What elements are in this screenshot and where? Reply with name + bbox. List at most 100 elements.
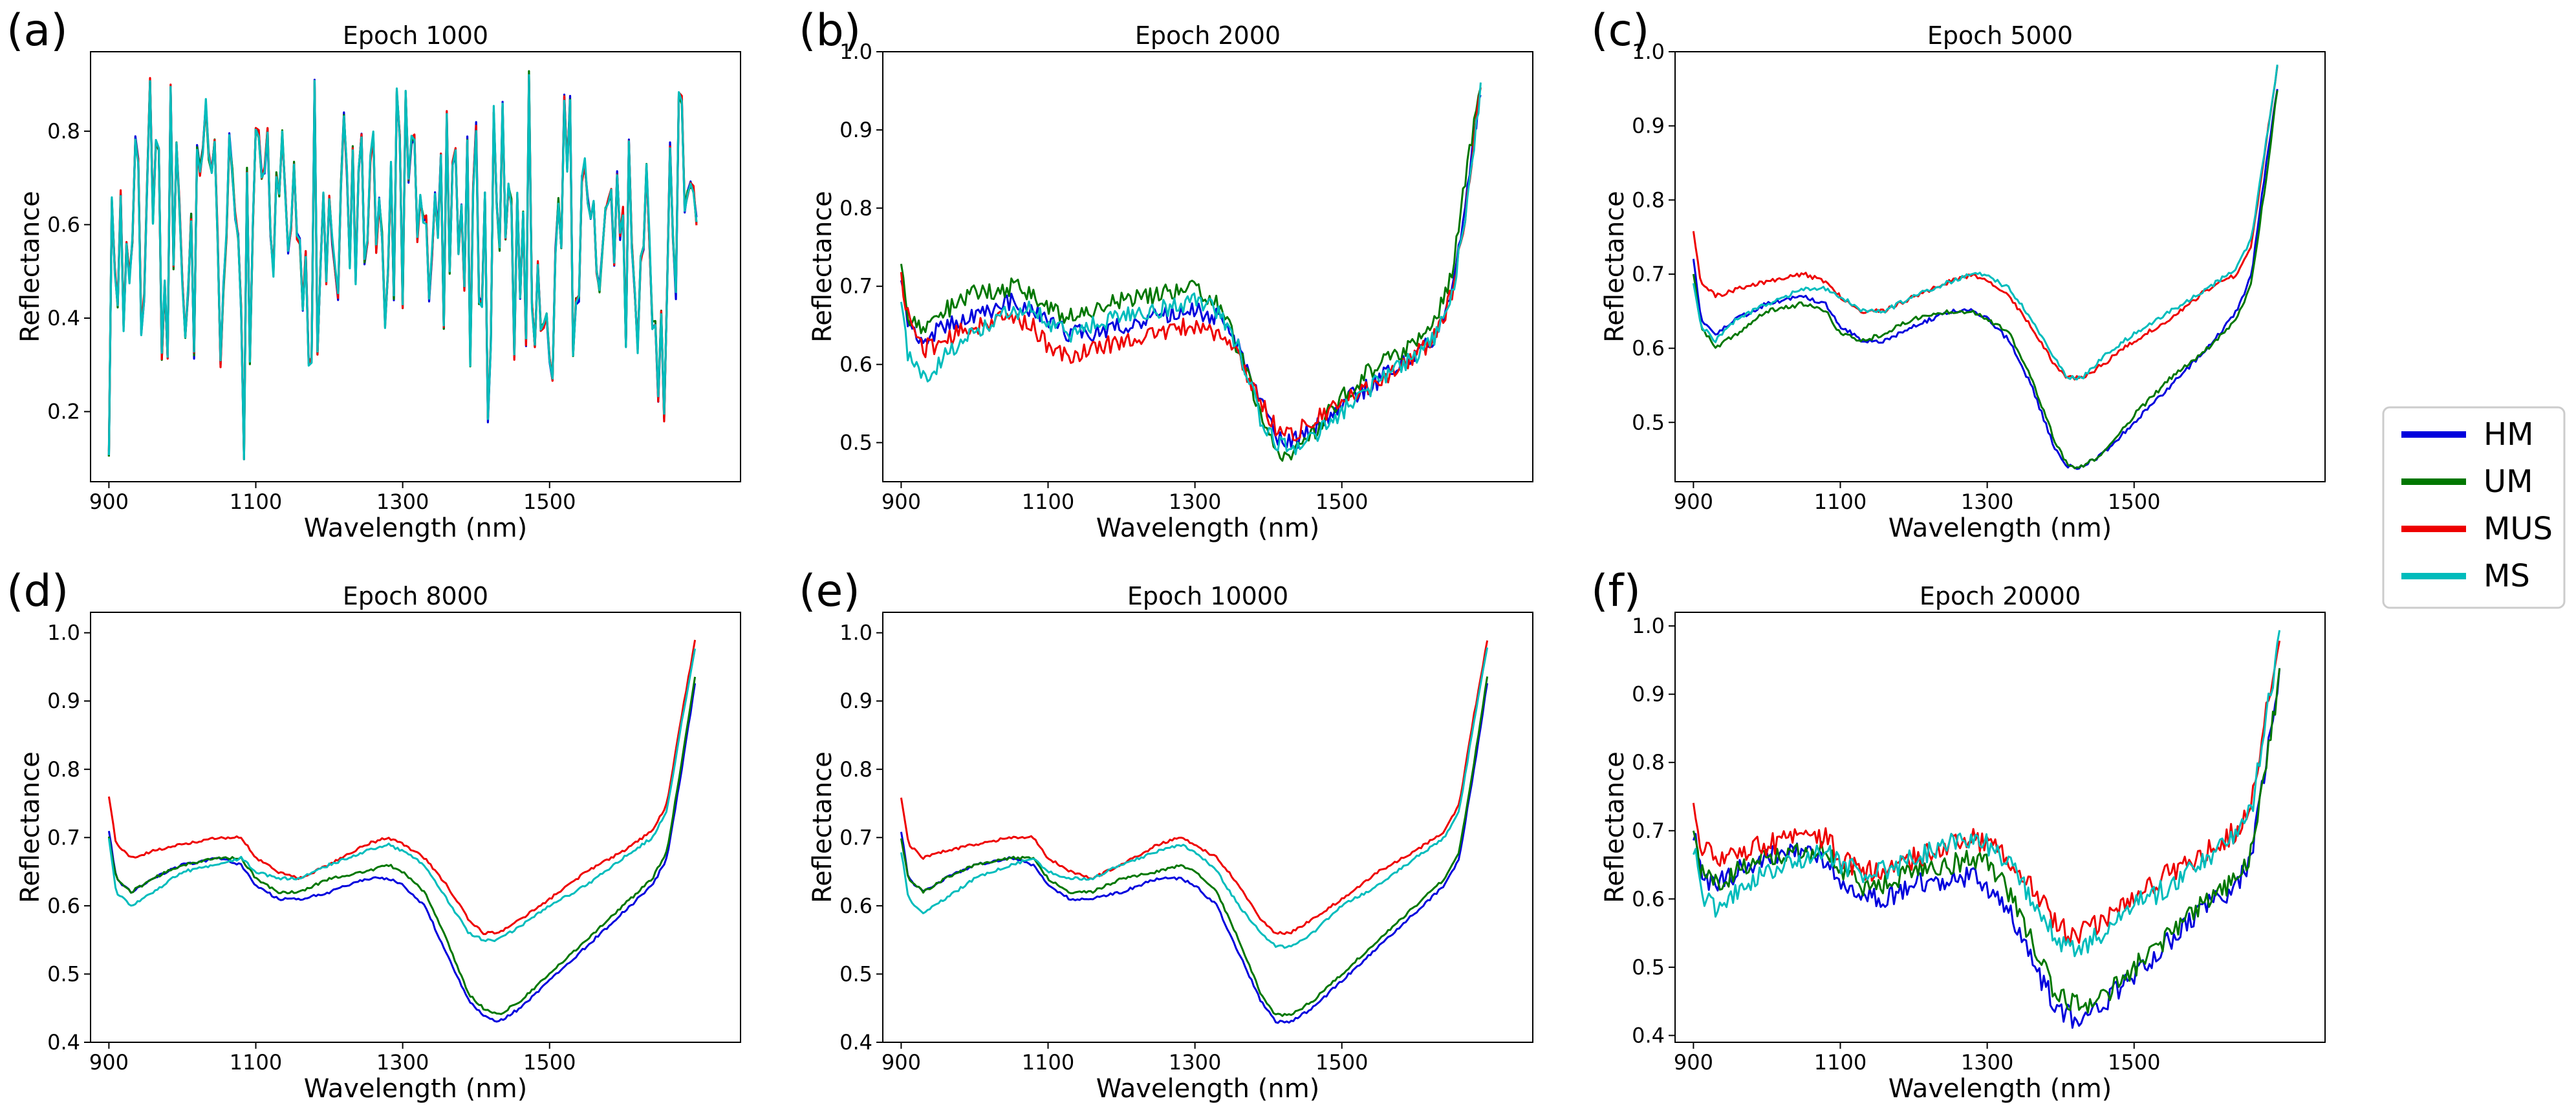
y-tick-label: 1.0 <box>839 621 872 645</box>
series-group <box>1692 64 2278 470</box>
axes-frame <box>1674 612 2326 1043</box>
series-group <box>107 639 697 1023</box>
series-line-hm <box>1692 668 2281 1029</box>
x-tick-label: 1100 <box>1022 1050 1074 1075</box>
series-line-mus <box>900 87 1482 442</box>
y-tick-label: 0.8 <box>839 196 872 220</box>
x-axis-label: Wavelength (nm) <box>304 1074 528 1104</box>
series-group <box>1692 630 2281 1029</box>
panel-e: (e) Epoch 10000 900 1100 1300 1500 0.4 0.5 0.6 0.… <box>799 566 1533 1104</box>
y-tick-label: 0.8 <box>47 119 80 144</box>
y-tick-label: 0.4 <box>47 306 80 330</box>
y-axis-label: Reflectance <box>1600 191 1630 343</box>
panel-d: (d) Epoch 8000 900 1100 1300 1500 0.4 0.5 0.6 0.7… <box>6 566 741 1104</box>
x-tick-label: 1300 <box>376 1050 429 1075</box>
axes-frame <box>90 51 741 482</box>
chart-title: Epoch 10000 <box>1127 582 1288 610</box>
y-axis-label: Reflectance <box>808 751 838 903</box>
panel-b: (b) Epoch 2000 900 1100 1300 1500 0.5 0.6 0.7 0.8… <box>799 5 1533 543</box>
y-tick-label: 1.0 <box>839 39 872 64</box>
x-tick-label: 900 <box>89 489 129 514</box>
panel-a: (a) Epoch 1000 900 1100 1300 1500 0.2 0.4 0.6 0.8… <box>6 5 741 543</box>
legend-box <box>2382 406 2566 609</box>
x-tick-label: 900 <box>1674 489 1713 514</box>
y-tick-label: 0.6 <box>47 212 80 237</box>
x-axis-label: Wavelength (nm) <box>1889 513 2112 543</box>
series-line-hm <box>107 683 697 1023</box>
chart-title: Epoch 1000 <box>343 21 488 50</box>
panel-c: (c) Epoch 5000 900 1100 1300 1500 0.5 0.6 0.7 0.8… <box>1591 5 2326 543</box>
x-tick-label: 900 <box>882 1050 921 1075</box>
series-group <box>107 70 698 460</box>
x-tick-label: 1300 <box>1961 489 2013 514</box>
y-tick-label: 0.2 <box>47 400 80 424</box>
series-line-mus <box>107 639 697 936</box>
series-group <box>900 640 1489 1024</box>
y-tick-label: 0.8 <box>1632 188 1665 212</box>
y-tick-label: 0.4 <box>1632 1023 1665 1047</box>
legend: HM UM MUS MS <box>2382 406 2566 609</box>
y-tick-label: 1.0 <box>1632 614 1665 638</box>
y-tick-label: 0.4 <box>839 1030 872 1055</box>
x-axis-label: Wavelength (nm) <box>1096 513 1320 543</box>
x-tick-label: 1300 <box>1169 489 1221 514</box>
axes-frame <box>90 612 741 1043</box>
series-line-um <box>900 87 1482 462</box>
y-tick-label: 1.0 <box>47 621 80 645</box>
x-tick-label: 900 <box>882 489 921 514</box>
x-tick-label: 1100 <box>1814 489 1867 514</box>
x-tick-label: 1100 <box>230 489 282 514</box>
y-tick-label: 0.6 <box>1632 886 1665 911</box>
series-line-hm <box>900 683 1489 1024</box>
x-tick-label: 1100 <box>230 1050 282 1075</box>
y-axis-label: Reflectance <box>16 191 45 343</box>
panel-label: (f) <box>1591 566 1641 617</box>
y-tick-label: 0.6 <box>839 352 872 377</box>
y-tick-label: 0.9 <box>1632 114 1665 138</box>
x-tick-label: 1300 <box>376 489 429 514</box>
series-line-mus <box>1692 640 2281 944</box>
y-tick-label: 0.7 <box>1632 262 1665 286</box>
panel-label: (c) <box>1591 5 1649 56</box>
panel-label: (b) <box>799 5 861 56</box>
legend-label: UM <box>2484 464 2533 500</box>
y-tick-label: 0.9 <box>839 689 872 713</box>
y-tick-label: 0.8 <box>47 757 80 782</box>
series-line-ms <box>900 647 1489 949</box>
y-tick-label: 0.5 <box>1632 955 1665 980</box>
y-tick-label: 0.6 <box>47 894 80 918</box>
series-line-ms <box>900 82 1482 456</box>
x-tick-label: 1500 <box>2108 489 2160 514</box>
series-line-um <box>1692 90 2278 469</box>
y-tick-label: 0.6 <box>1632 336 1665 361</box>
series-line-um <box>107 676 697 1015</box>
y-axis-label: Reflectance <box>1600 751 1630 903</box>
y-tick-label: 0.7 <box>1632 819 1665 843</box>
y-tick-label: 0.9 <box>1632 682 1665 707</box>
x-tick-label: 1100 <box>1022 489 1074 514</box>
legend-label: HM <box>2484 416 2534 453</box>
y-tick-label: 0.5 <box>839 961 872 986</box>
axes-frame <box>1674 51 2326 482</box>
x-tick-label: 1500 <box>1315 1050 1368 1075</box>
x-tick-label: 1500 <box>523 489 576 514</box>
y-tick-label: 0.9 <box>839 118 872 142</box>
panel-label: (d) <box>6 566 69 617</box>
axes-frame <box>882 51 1533 482</box>
series-line-ms <box>1693 630 2281 958</box>
y-axis-label: Reflectance <box>808 191 838 343</box>
chart-title: Epoch 5000 <box>1927 21 2073 50</box>
panel-label: (a) <box>6 5 68 56</box>
series-line-ms <box>1692 64 2278 381</box>
y-tick-label: 1.0 <box>1632 39 1665 64</box>
chart-title: Epoch 2000 <box>1135 21 1281 50</box>
x-tick-label: 1500 <box>2108 1050 2160 1075</box>
y-axis-label: Reflectance <box>16 751 45 903</box>
x-tick-label: 1300 <box>1961 1050 2013 1075</box>
x-tick-label: 1100 <box>1814 1050 1867 1075</box>
x-axis-label: Wavelength (nm) <box>1889 1074 2112 1104</box>
y-tick-label: 0.7 <box>47 825 80 850</box>
legend-label: MS <box>2484 558 2530 594</box>
y-tick-label: 0.7 <box>839 825 872 850</box>
